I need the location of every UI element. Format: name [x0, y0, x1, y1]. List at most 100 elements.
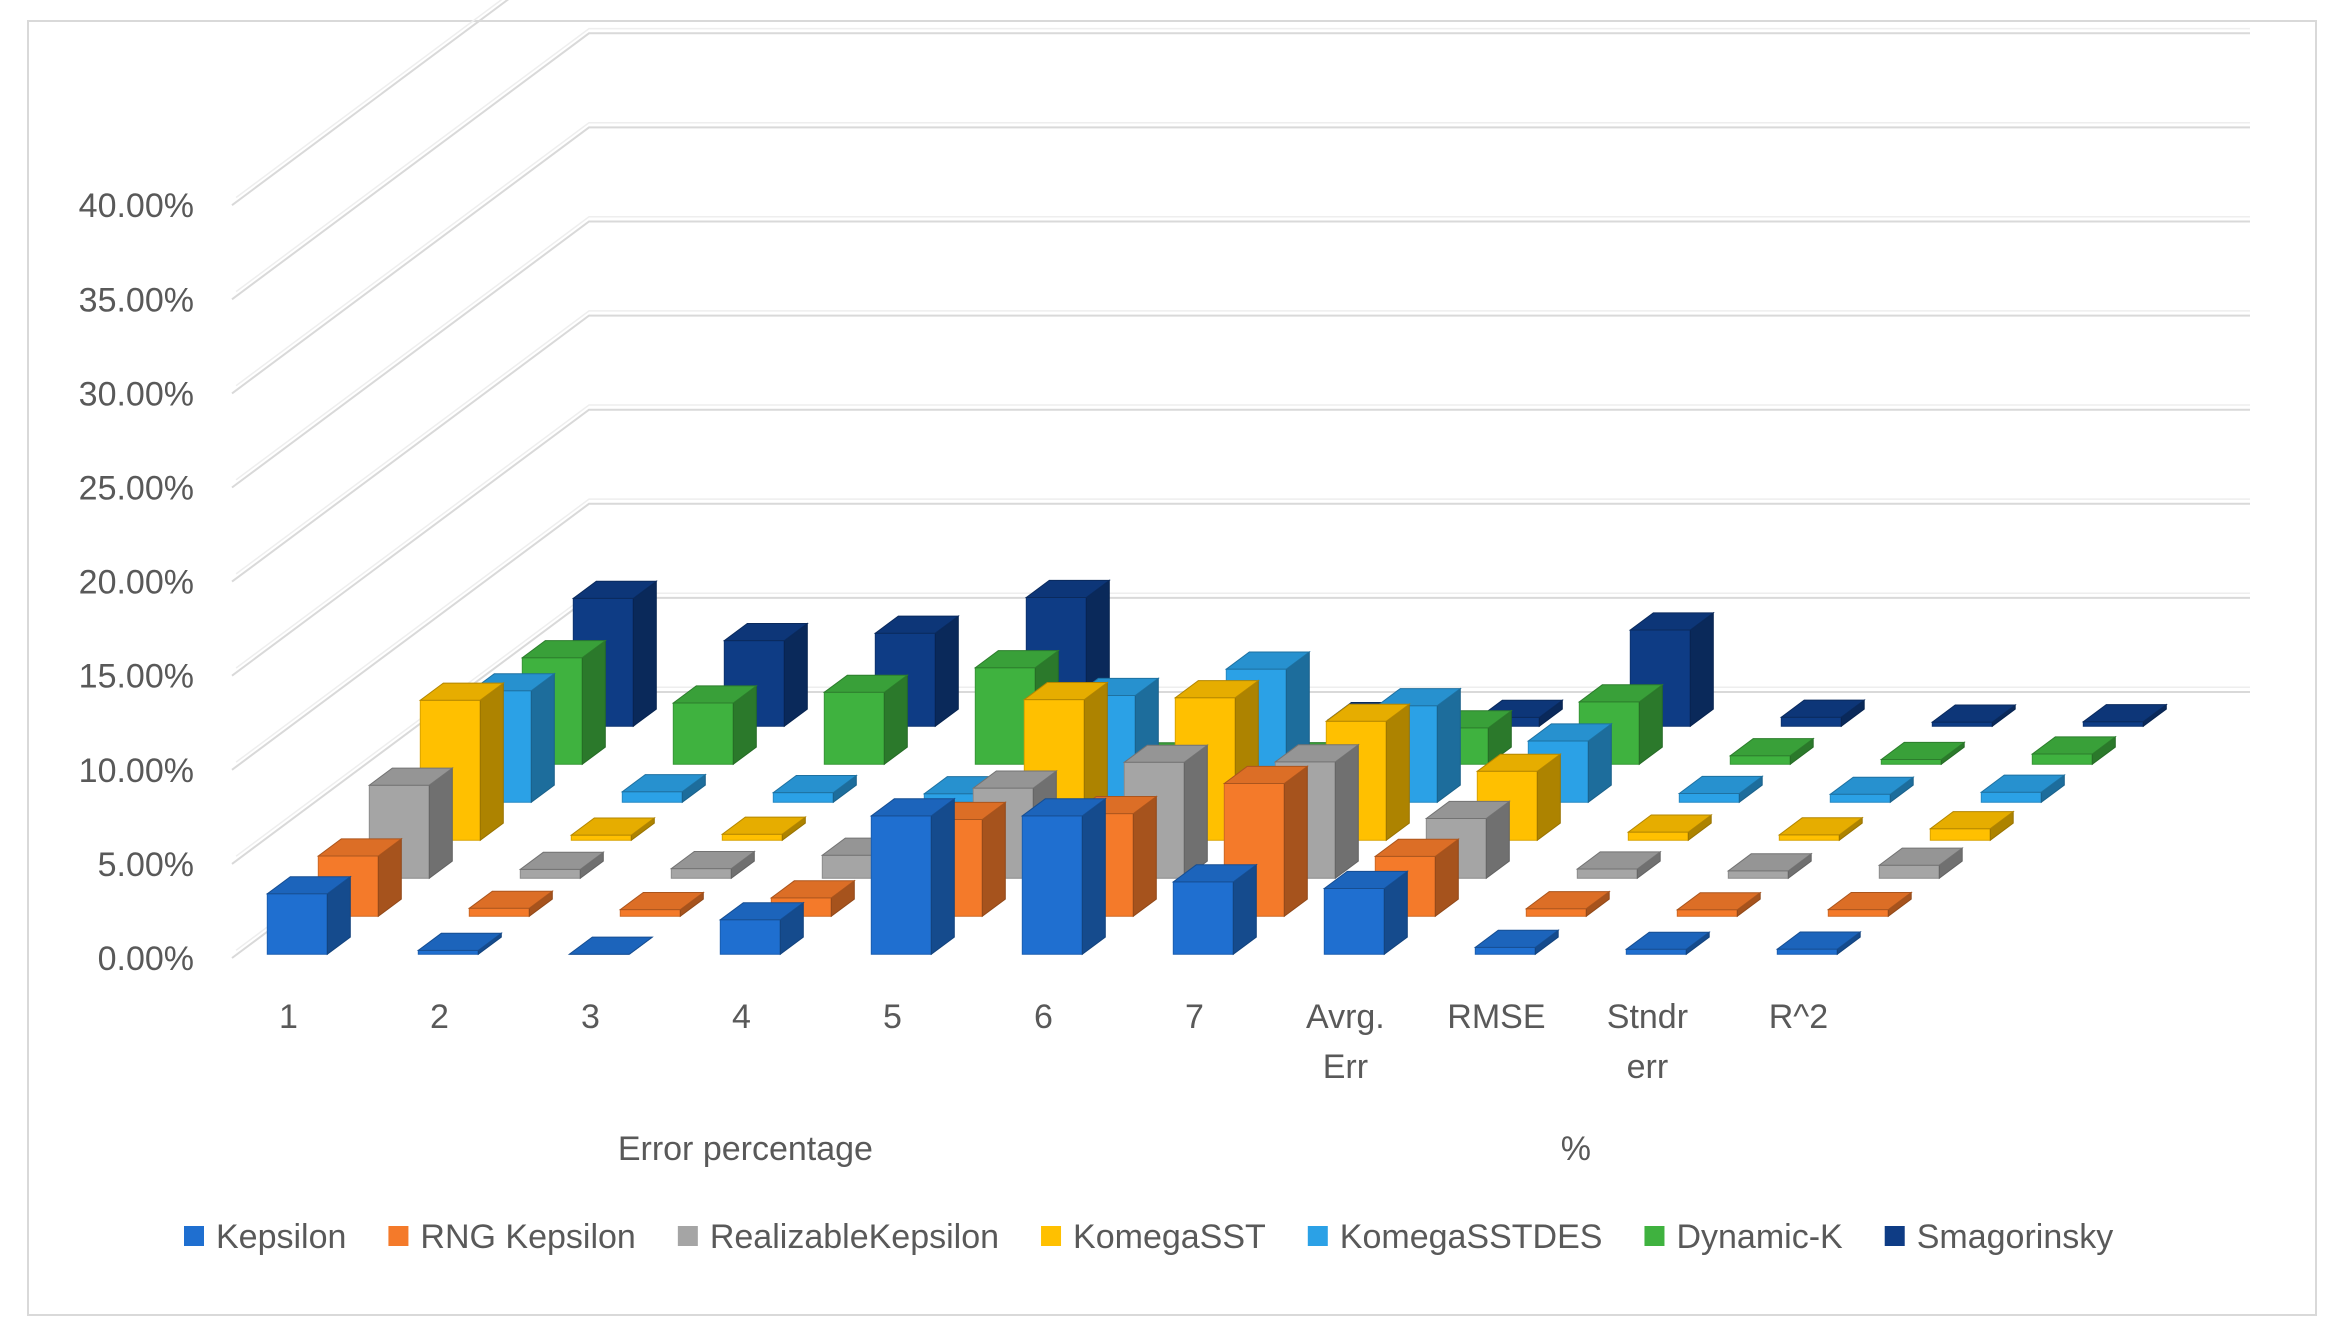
bar-top-face: [1322, 870, 1409, 889]
x-tick-label: 2: [430, 998, 449, 1036]
bar-top-face: [1624, 931, 1711, 950]
bar-front-face: [1676, 909, 1738, 917]
bar-front-face: [519, 868, 581, 879]
bar: [718, 901, 805, 956]
gridline: [231, 126, 2250, 395]
bar-top-face: [618, 892, 705, 911]
bar-top-face: [873, 615, 960, 634]
bar: [518, 851, 605, 880]
bar-front-face: [1727, 870, 1789, 879]
gridline: [231, 32, 2250, 301]
bar-top-face: [1879, 741, 1966, 760]
bar: [1979, 774, 2066, 804]
bar-top-face: [2081, 704, 2168, 723]
bar-front-face: [772, 792, 834, 803]
bar-front-face: [1880, 759, 1942, 765]
bar-side-face: [428, 767, 453, 880]
legend-label: KomegaSST: [1073, 1218, 1266, 1256]
legend-swatch: [184, 1226, 204, 1246]
gridline-shadow: [235, 216, 2250, 481]
bar-top-face: [1628, 612, 1715, 631]
bar: [467, 890, 554, 918]
bar: [1877, 847, 1964, 880]
bar: [2081, 703, 2168, 728]
bar-front-face: [1980, 791, 2042, 803]
bar-top-face: [1222, 765, 1309, 784]
bar: [1624, 931, 1711, 956]
bar-front-face: [1625, 948, 1687, 955]
bar-top-face: [1779, 699, 1866, 718]
bar-top-face: [418, 682, 505, 701]
bar-front-face: [1780, 716, 1842, 727]
bar-top-face: [1877, 847, 1964, 866]
bar-top-face: [1728, 738, 1815, 757]
bar-side-face: [1183, 744, 1208, 880]
legend-swatch: [1307, 1226, 1328, 1246]
bar-top-face: [265, 876, 352, 895]
bar: [1928, 810, 2015, 842]
bar-top-face: [518, 851, 605, 870]
bar-side-face: [783, 622, 808, 728]
bar: [1675, 891, 1762, 918]
bar: [1575, 850, 1662, 880]
legend-item: KomegaSSTDES: [1307, 1218, 1602, 1256]
bar: [1930, 704, 2017, 728]
bar: [1879, 741, 1966, 766]
bar-front-face: [1929, 828, 1991, 841]
legend-item: Smagorinsky: [1884, 1218, 2113, 1256]
y-tick-label: 20.00%: [79, 564, 194, 602]
chart-bars: [265, 579, 2168, 956]
x-group-label: Error percentage: [618, 1130, 873, 1168]
bar-front-face: [417, 949, 479, 955]
legend-label: RNG Kepsilon: [420, 1218, 635, 1256]
bar-top-face: [1022, 682, 1109, 701]
bar-top-face: [1224, 651, 1311, 670]
legend-swatch: [677, 1226, 698, 1246]
legend: Kepsilon RNG Kepsilon RealizableKepsilon Ko…: [184, 1218, 2113, 1256]
gridline-shadow: [235, 498, 2250, 763]
bar-side-face: [1081, 797, 1106, 956]
bar-top-face: [1122, 744, 1209, 763]
bar-front-face: [1627, 831, 1689, 841]
bar-front-face: [1021, 815, 1083, 955]
bar-top-face: [367, 767, 454, 786]
bar-top-face: [1373, 838, 1460, 857]
bar-top-face: [822, 674, 909, 693]
bar: [869, 797, 956, 956]
bar-front-face: [719, 919, 781, 955]
bar-front-face: [1878, 864, 1940, 879]
gridline-shadow: [235, 404, 2250, 669]
bar: [620, 773, 707, 804]
bar-front-face: [672, 702, 734, 765]
legend-swatch: [1644, 1226, 1665, 1246]
bar-side-face: [1689, 611, 1714, 728]
legend-item: RealizableKepsilon: [677, 1218, 999, 1256]
x-tick-label: 5: [883, 998, 902, 1036]
gridline-shadow: [235, 121, 2250, 387]
bar: [1524, 890, 1611, 918]
bar-top-face: [571, 580, 658, 599]
bar: [771, 774, 858, 804]
gridline: [231, 408, 2250, 677]
legend-label: Dynamic-K: [1676, 1218, 1843, 1256]
bar-top-face: [669, 851, 756, 870]
bar-top-face: [1979, 774, 2066, 793]
bar-front-face: [1778, 834, 1840, 841]
bar-front-face: [621, 791, 683, 803]
legend-label: Kepsilon: [216, 1218, 346, 1256]
gridline-shadow: [235, 310, 2250, 575]
bar: [618, 891, 705, 918]
gridline: [231, 0, 510, 207]
bar-front-face: [1576, 868, 1638, 879]
y-tick-label: 30.00%: [79, 375, 194, 413]
bar-top-face: [1626, 814, 1713, 833]
x-tick-label: 1: [279, 998, 298, 1036]
bar-top-face: [1675, 892, 1762, 911]
bar-front-face: [1172, 881, 1234, 955]
bar-front-face: [266, 893, 328, 955]
bar-top-face: [520, 640, 607, 659]
bar-top-face: [1828, 776, 1915, 795]
bar: [1473, 929, 1560, 956]
bar: [1828, 776, 1915, 804]
bar-top-face: [1273, 744, 1360, 763]
